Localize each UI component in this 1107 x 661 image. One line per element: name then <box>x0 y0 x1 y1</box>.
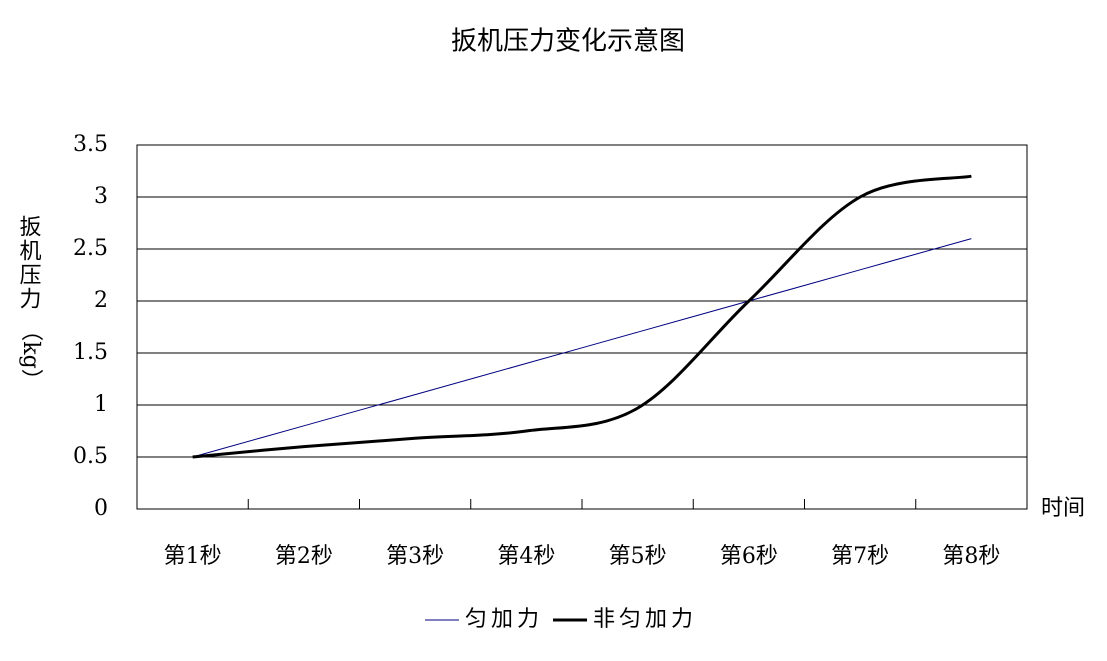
x-tick-label: 第6秒 <box>720 544 778 569</box>
chart-title: 扳机压力变化示意图 <box>451 27 685 57</box>
line-series <box>192 174 972 459</box>
y-tick-label: 0 <box>94 496 108 521</box>
y-tick-label: 0.5 <box>73 444 108 469</box>
y-tick-label: 2 <box>94 288 108 313</box>
y-axis-label: 扳机压力 <box>16 215 42 311</box>
x-tick-label: 第7秒 <box>831 544 889 569</box>
x-tick-label: 第3秒 <box>386 544 444 569</box>
y-tick-label: 2.5 <box>73 236 108 261</box>
y-tick-label: 3 <box>94 184 108 209</box>
line-series <box>192 238 972 458</box>
legend-label: 非匀加力 <box>593 607 697 632</box>
legend-label: 匀加力 <box>465 607 543 632</box>
x-tick-label: 第8秒 <box>942 544 1000 569</box>
x-tick-label: 第4秒 <box>497 544 555 569</box>
y-tick-label: 1 <box>94 392 108 417</box>
x-tick-label: 第2秒 <box>275 544 333 569</box>
y-tick-label: 3.5 <box>73 132 108 157</box>
y-axis-unit: （kg） <box>18 319 43 390</box>
y-tick-label: 1.5 <box>73 340 108 365</box>
x-tick-label: 第1秒 <box>164 544 222 569</box>
x-tick-label: 第5秒 <box>609 544 667 569</box>
plot-area <box>136 144 1028 510</box>
x-axis-label: 时间 <box>1041 496 1085 521</box>
